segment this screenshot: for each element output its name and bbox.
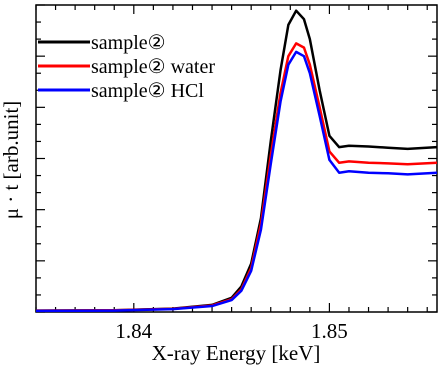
x-axis-ticks: 1.84 1.85 — [35, 5, 428, 343]
series-lines — [35, 9, 438, 313]
legend-label-2: sample② water — [91, 56, 215, 78]
y-axis-label: μ · t [arb.unit] — [0, 101, 23, 220]
x-tick-label: 1.85 — [311, 319, 348, 343]
series-line-3 — [35, 50, 438, 313]
y-axis-ticks — [36, 4, 437, 313]
x-axis-label: X-ray Energy [keV] — [152, 341, 321, 365]
x-tick-label: 1.84 — [115, 319, 152, 343]
legend-label-3: sample② HCl — [91, 80, 204, 102]
legend-label-1: sample② — [91, 32, 166, 54]
